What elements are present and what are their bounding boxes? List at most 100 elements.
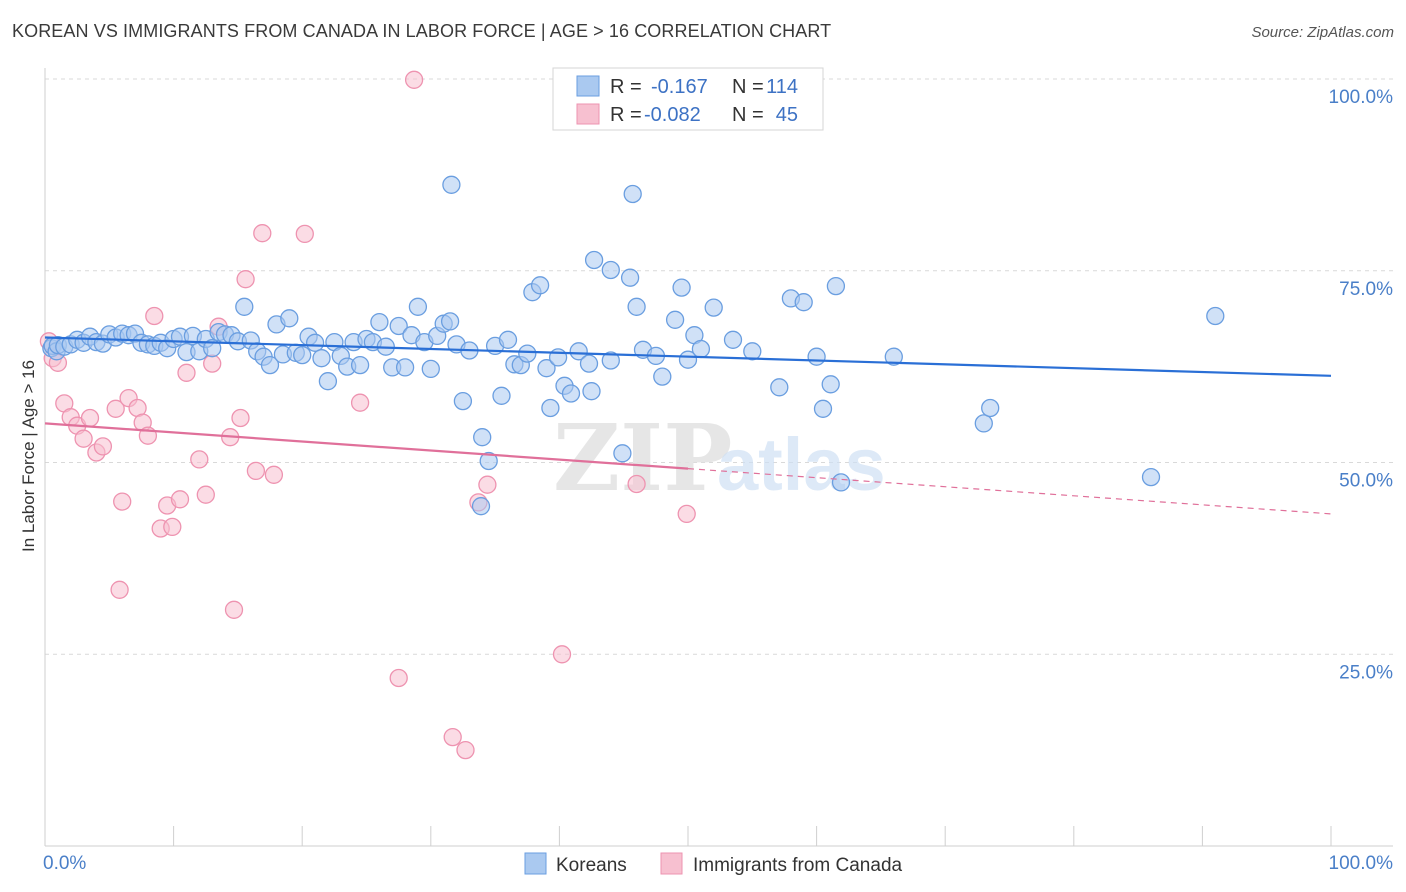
x-tick-label-max: 100.0% xyxy=(1329,853,1394,874)
legend-swatch-immigrants xyxy=(576,103,600,125)
point-pink-27 xyxy=(224,600,244,619)
legend-n-label-immigrants: N = xyxy=(732,104,764,126)
point-blue-100 xyxy=(743,342,762,361)
point-blue-78 xyxy=(537,359,556,378)
point-blue-50 xyxy=(350,355,370,375)
point-pink-29 xyxy=(236,270,255,289)
point-blue-103 xyxy=(794,293,813,312)
point-pink-36 xyxy=(404,70,424,89)
trend-lines xyxy=(44,336,1332,515)
y-tick-label-50: 50.0% xyxy=(1339,471,1393,492)
point-blue-112 xyxy=(1206,306,1225,326)
point-blue-69 xyxy=(479,451,498,471)
point-pink-21 xyxy=(177,363,196,382)
point-blue-71 xyxy=(492,386,511,405)
point-blue-115 xyxy=(584,250,604,270)
point-blue-59 xyxy=(408,297,428,316)
point-blue-79 xyxy=(541,398,560,418)
point-blue-88 xyxy=(620,268,640,287)
y-tick-label-25: 25.0% xyxy=(1339,662,1393,683)
point-blue-101 xyxy=(770,378,789,397)
x-tick-marks xyxy=(173,826,1332,846)
legend-n-value-koreans: 114 xyxy=(766,76,798,98)
point-blue-108 xyxy=(884,347,903,366)
point-blue-106 xyxy=(826,276,846,296)
point-blue-92 xyxy=(653,367,672,386)
point-pink-44 xyxy=(677,504,696,524)
point-pink-32 xyxy=(253,224,272,243)
point-pink-7 xyxy=(80,408,100,428)
point-blue-110 xyxy=(981,398,1000,418)
point-pink-10 xyxy=(106,399,125,418)
point-blue-85 xyxy=(582,382,601,401)
point-blue-61 xyxy=(421,359,440,379)
point-blue-80 xyxy=(548,348,568,367)
point-blue-82 xyxy=(561,384,581,403)
point-pink-11 xyxy=(113,492,132,511)
immigrants-trend-solid xyxy=(44,422,689,470)
point-blue-118 xyxy=(471,497,491,516)
point-blue-87 xyxy=(613,444,632,463)
point-blue-36 xyxy=(260,355,280,375)
point-blue-104 xyxy=(807,347,826,366)
bottom-legend: Koreans Immigrants from Canada xyxy=(524,852,903,876)
point-pink-43 xyxy=(110,580,129,599)
point-pink-42 xyxy=(456,740,475,760)
point-blue-56 xyxy=(389,316,408,336)
point-blue-39 xyxy=(280,309,299,328)
point-blue-53 xyxy=(370,312,389,332)
bottom-legend-swatch-koreans xyxy=(524,852,547,875)
point-pink-33 xyxy=(295,224,314,244)
point-blue-116 xyxy=(601,260,620,280)
point-pink-22 xyxy=(190,450,209,469)
legend-n-value-immigrants: 45 xyxy=(776,104,798,126)
point-blue-45 xyxy=(318,372,338,391)
point-blue-64 xyxy=(440,312,460,331)
point-pink-31 xyxy=(264,465,284,484)
watermark-atlas: atlas xyxy=(717,423,886,506)
point-pink-20 xyxy=(170,490,190,509)
point-pink-40 xyxy=(627,474,646,494)
point-blue-94 xyxy=(672,278,691,297)
watermark-zip: ZIP xyxy=(553,404,732,512)
point-blue-117 xyxy=(442,175,461,194)
point-blue-107 xyxy=(821,375,840,394)
point-pink-39 xyxy=(552,645,572,664)
point-pink-35 xyxy=(389,668,408,688)
chart-title: KOREAN VS IMMIGRANTS FROM CANADA IN LABO… xyxy=(12,21,832,41)
legend-r-label-immigrants: R = xyxy=(610,104,642,126)
point-blue-114 xyxy=(623,184,642,204)
stats-legend: R = -0.167 N = 114 R = -0.082 N = 45 xyxy=(552,67,824,131)
point-pink-28 xyxy=(231,408,250,428)
point-blue-89 xyxy=(627,297,646,316)
point-pink-19 xyxy=(163,517,182,537)
immigrants-trend-dashed xyxy=(687,468,1332,515)
point-blue-105 xyxy=(813,399,833,418)
point-blue-41 xyxy=(293,345,312,365)
point-pink-15 xyxy=(145,306,164,326)
legend-r-value-koreans: -0.167 xyxy=(651,76,708,98)
y-tick-label-100: 100.0% xyxy=(1329,87,1394,108)
koreans-trend-solid xyxy=(44,336,1332,377)
point-blue-111 xyxy=(1141,467,1161,487)
point-blue-113 xyxy=(831,473,851,492)
point-pink-34 xyxy=(350,393,370,412)
y-tick-labels: 25.0% 50.0% 75.0% 100.0% xyxy=(1329,87,1394,683)
point-blue-32 xyxy=(235,297,254,316)
legend-swatch-koreans xyxy=(576,75,600,97)
legend-n-label-koreans: N = xyxy=(732,76,764,98)
point-pink-30 xyxy=(246,461,266,481)
point-blue-66 xyxy=(453,391,473,411)
y-tick-label-75: 75.0% xyxy=(1339,279,1393,300)
point-pink-23 xyxy=(196,485,215,504)
point-pink-41 xyxy=(443,727,462,747)
chart-source: Source: ZipAtlas.com xyxy=(1251,24,1394,41)
point-pink-6 xyxy=(74,429,93,448)
bottom-legend-label-koreans: Koreans xyxy=(556,855,627,876)
point-blue-83 xyxy=(569,342,588,361)
point-pink-9 xyxy=(93,437,113,456)
legend-r-value-immigrants: -0.082 xyxy=(644,104,701,126)
point-blue-75 xyxy=(518,344,537,363)
legend-r-label-koreans: R = xyxy=(610,76,642,98)
